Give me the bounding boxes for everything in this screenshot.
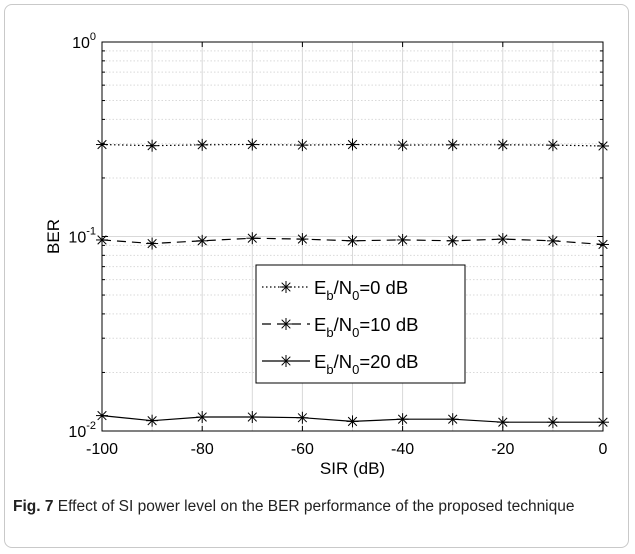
caption-text: Effect of SI power level on the BER perf… (57, 498, 575, 515)
legend-label: Eb/N0=10 dB (314, 314, 418, 340)
marker-stroke (448, 140, 458, 150)
data-point (546, 234, 559, 247)
x-tick-label: 0 (599, 441, 608, 458)
data-point (446, 234, 459, 247)
marker-stroke (197, 140, 207, 150)
legend-label: Eb/N0=20 dB (314, 351, 418, 377)
marker-stroke (247, 139, 257, 150)
marker-stroke (147, 416, 157, 426)
data-point (396, 413, 409, 426)
data-point (496, 138, 509, 151)
legend-label: Eb/N0=0 dB (314, 277, 408, 303)
series-3 (96, 409, 609, 429)
y-axis-label: BER (44, 219, 63, 254)
marker-stroke (281, 319, 291, 329)
legend-item-2: Eb/N0=10 dB (262, 314, 418, 340)
marker-stroke (297, 413, 308, 423)
x-tick-label: -100 (86, 441, 118, 458)
x-axis-label: SIR (dB) (320, 459, 385, 478)
data-point (346, 138, 359, 151)
marker-stroke (247, 233, 257, 243)
data-point (446, 413, 459, 426)
data-point (346, 415, 359, 428)
legend-item-1: Eb/N0=0 dB (262, 277, 408, 303)
x-tick-label: -40 (391, 441, 414, 458)
caption-label: Fig. 7 (13, 498, 54, 515)
data-point (296, 139, 309, 152)
data-point (496, 233, 509, 246)
marker-stroke (498, 234, 508, 244)
x-tick-label: -80 (191, 441, 214, 458)
data-point (346, 234, 359, 247)
marker-stroke (197, 236, 207, 246)
legend-marker (280, 355, 292, 367)
y-tick-label: 100 (72, 31, 96, 52)
marker-stroke (281, 356, 291, 366)
marker-stroke (397, 414, 408, 424)
legend-marker (280, 281, 292, 293)
data-point (146, 139, 159, 152)
data-point (246, 138, 259, 151)
marker-stroke (297, 234, 308, 244)
marker-stroke (347, 139, 358, 150)
y-tick-label: 10-1 (68, 226, 96, 247)
marker-stroke (548, 236, 558, 246)
legend-item-3: Eb/N0=20 dB (262, 351, 418, 377)
data-point (246, 411, 259, 424)
x-tick-label: -60 (291, 441, 314, 458)
marker-stroke (297, 140, 308, 150)
data-point (146, 414, 159, 427)
data-point (196, 138, 209, 151)
marker-stroke (397, 140, 408, 150)
series-line (101, 237, 604, 246)
data-point (296, 411, 309, 424)
data-point (196, 234, 209, 247)
data-point (396, 233, 409, 246)
marker-stroke (498, 140, 508, 150)
data-point (146, 237, 159, 250)
marker-stroke (197, 412, 207, 422)
figure-caption: Fig. 7 Effect of SI power level on the B… (13, 496, 613, 518)
legend-marker (280, 318, 292, 330)
data-point (296, 233, 309, 246)
series-2 (96, 232, 609, 251)
marker-stroke (347, 236, 358, 246)
marker-stroke (548, 417, 558, 427)
data-point (496, 416, 509, 429)
marker-stroke (147, 141, 157, 151)
data-point (546, 139, 559, 152)
data-point (196, 411, 209, 424)
tick-layer: -100 -80 -60 -40 -20 0 100 10-1 10-2 (68, 31, 607, 458)
legend: Eb/N0=0 dB Eb/N0=10 dB Eb/N0=20 dB (255, 264, 466, 384)
marker-stroke (347, 416, 358, 427)
marker-stroke (448, 236, 458, 246)
marker-stroke (147, 238, 157, 249)
x-tick-label: -20 (491, 441, 514, 458)
y-tick-label: 10-2 (68, 420, 96, 441)
marker-stroke (448, 414, 458, 424)
marker-stroke (548, 140, 558, 150)
series-1 (96, 138, 609, 152)
data-point (446, 138, 459, 151)
marker-stroke (247, 412, 257, 422)
data-point (546, 416, 559, 429)
marker-stroke (498, 417, 508, 427)
data-point (246, 232, 259, 245)
series-layer (96, 138, 609, 429)
marker-stroke (397, 235, 408, 245)
data-point (396, 139, 409, 152)
marker-stroke (281, 282, 291, 292)
